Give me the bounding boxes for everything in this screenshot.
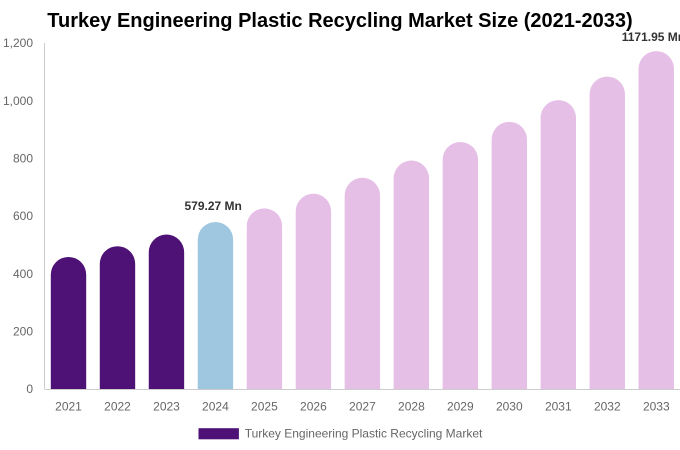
- svg-text:2024: 2024: [202, 400, 229, 414]
- svg-text:2031: 2031: [545, 400, 572, 414]
- svg-text:1,000: 1,000: [3, 94, 33, 108]
- svg-text:2028: 2028: [398, 400, 425, 414]
- svg-text:800: 800: [13, 151, 33, 165]
- svg-text:2025: 2025: [251, 400, 278, 414]
- svg-text:2032: 2032: [594, 400, 621, 414]
- svg-text:2026: 2026: [300, 400, 327, 414]
- svg-text:579.27 Mn: 579.27 Mn: [185, 199, 242, 213]
- svg-text:600: 600: [13, 209, 33, 223]
- svg-text:2022: 2022: [104, 400, 131, 414]
- svg-text:400: 400: [13, 267, 33, 281]
- svg-text:2029: 2029: [447, 400, 474, 414]
- svg-text:2023: 2023: [153, 400, 180, 414]
- svg-text:200: 200: [13, 324, 33, 338]
- svg-text:Turkey Engineering Plastic Rec: Turkey Engineering Plastic Recycling Mar…: [245, 427, 483, 441]
- svg-text:2027: 2027: [349, 400, 376, 414]
- svg-text:1171.95 Mn: 1171.95 Mn: [622, 30, 680, 44]
- svg-text:2030: 2030: [496, 400, 523, 414]
- svg-text:2021: 2021: [55, 400, 82, 414]
- svg-text:1,200: 1,200: [3, 36, 33, 50]
- svg-text:Turkey Engineering Plastic Rec: Turkey Engineering Plastic Recycling Mar…: [47, 10, 632, 32]
- svg-text:0: 0: [26, 382, 33, 396]
- svg-text:2033: 2033: [643, 400, 670, 414]
